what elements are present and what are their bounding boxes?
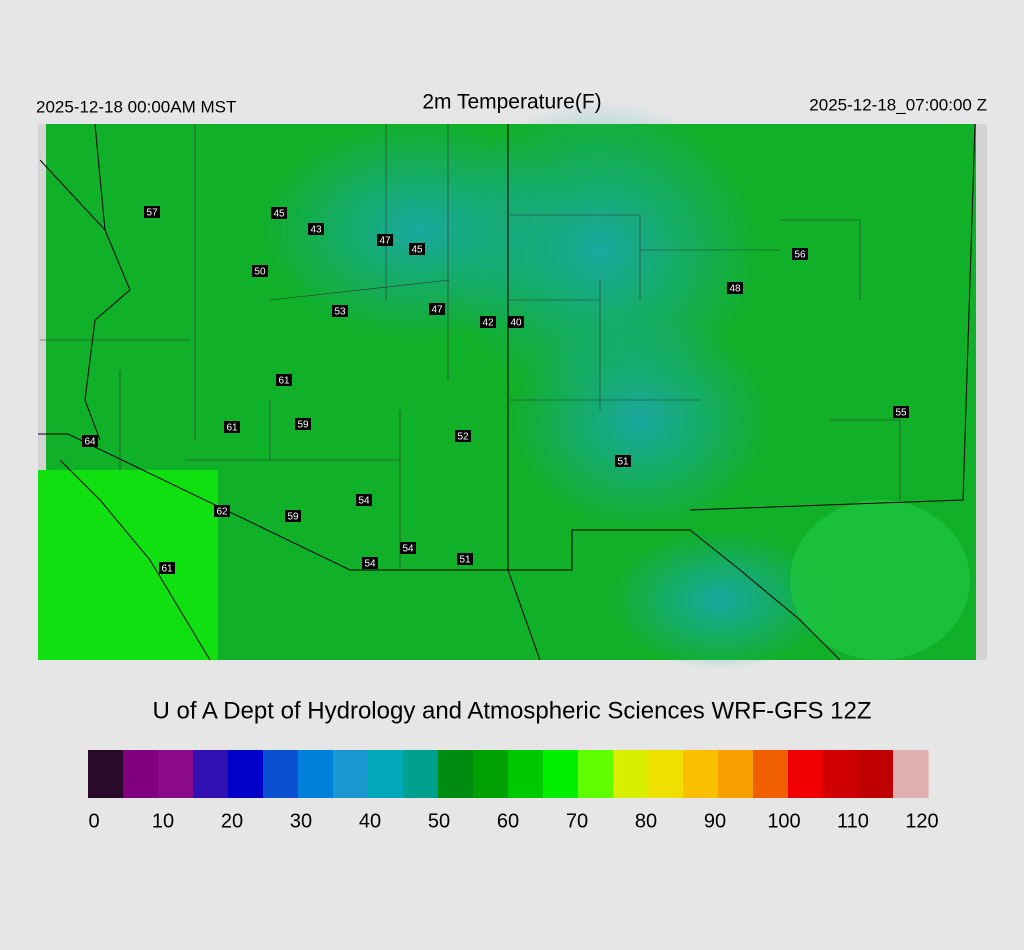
station-value: 56: [794, 250, 806, 261]
station-value: 61: [278, 376, 290, 387]
color-segment: [718, 750, 754, 798]
color-segment: [333, 750, 369, 798]
colorbar-tick: 70: [566, 810, 588, 832]
station-value: 61: [226, 423, 238, 434]
station-value: 47: [431, 305, 443, 316]
colorbar-tick: 90: [704, 810, 726, 832]
station-value: 53: [334, 307, 346, 318]
label-box: [214, 505, 230, 517]
label-box: [362, 557, 378, 569]
color-segment: [543, 750, 579, 798]
color-segment: [823, 750, 859, 798]
color-segment: [438, 750, 474, 798]
color-segment: [893, 750, 929, 798]
station-value: 57: [146, 208, 158, 219]
station-value: 47: [379, 236, 391, 247]
color-segment: [193, 750, 229, 798]
label-box: [252, 265, 268, 277]
station-value: 59: [287, 512, 299, 523]
label-box: [159, 562, 175, 574]
label-box: [480, 316, 496, 328]
label-box: [285, 510, 301, 522]
color-segment: [298, 750, 334, 798]
station-value: 64: [84, 437, 96, 448]
colorbar-tick: 30: [290, 810, 312, 832]
station-value: 42: [482, 318, 494, 329]
label-box: [457, 553, 473, 565]
color-segment: [403, 750, 439, 798]
label-box: [377, 234, 393, 246]
color-segment: [88, 750, 124, 798]
label-box: [455, 430, 471, 442]
label-box: [82, 435, 98, 447]
color-segment: [508, 750, 544, 798]
colorbar-tick: 120: [905, 810, 938, 832]
station-labels: 57 45 43 47 45 50 53 47 42 40 56 48 61 61 59 64 52 51 55 54…: [82, 206, 909, 575]
colorbar-tick: 80: [635, 810, 657, 832]
label-box: [893, 406, 909, 418]
color-segment: [228, 750, 264, 798]
color-segment: [578, 750, 614, 798]
color-segment: [753, 750, 789, 798]
station-value: 61: [161, 564, 173, 575]
color-segment: [648, 750, 684, 798]
label-box: [727, 282, 743, 294]
station-value: 51: [459, 555, 471, 566]
color-segment: [683, 750, 719, 798]
label-box: [308, 223, 324, 235]
station-value: 54: [358, 496, 370, 507]
label-box: [144, 206, 160, 218]
color-segment: [368, 750, 404, 798]
station-value: 54: [364, 559, 376, 570]
colorbar-tick: 100: [767, 810, 800, 832]
label-box: [224, 421, 240, 433]
station-value: 62: [216, 507, 228, 518]
label-box: [332, 305, 348, 317]
station-value: 48: [729, 284, 741, 295]
map-title: 2m Temperature(F): [422, 91, 601, 114]
map: [38, 100, 987, 670]
label-box: [295, 418, 311, 430]
label-box: [615, 455, 631, 467]
station-value: 55: [895, 408, 907, 419]
colorbar-tick: 110: [837, 810, 869, 832]
label-box: [276, 374, 292, 386]
station-value: 50: [254, 267, 266, 278]
label-box: [508, 316, 524, 328]
color-segment: [788, 750, 824, 798]
label-box: [429, 303, 445, 315]
station-value: 40: [510, 318, 522, 329]
colorbar-tick: 60: [497, 810, 519, 832]
label-box: [356, 494, 372, 506]
station-value: 59: [297, 420, 309, 431]
label-box: [400, 542, 416, 554]
credit: U of A Dept of Hydrology and Atmospheric…: [153, 697, 872, 724]
station-value: 54: [402, 544, 414, 555]
color-segment: [123, 750, 159, 798]
colorbar: 0 10 20 30 40 50 60 70 80 90 100 110 120: [88, 750, 939, 832]
colorbar-tick: 10: [152, 810, 174, 832]
color-segment: [613, 750, 649, 798]
label-box: [271, 207, 287, 219]
station-value: 43: [310, 225, 322, 236]
color-segment: [473, 750, 509, 798]
colorbar-tick: 50: [428, 810, 450, 832]
station-value: 51: [617, 457, 629, 468]
colorbar-tick: 40: [359, 810, 381, 832]
valid-time: 2025-12-18_07:00:00 Z: [809, 95, 987, 114]
label-box: [792, 248, 808, 260]
label-box: [409, 243, 425, 255]
station-value: 45: [411, 245, 423, 256]
station-value: 52: [457, 432, 469, 443]
color-segment: [858, 750, 894, 798]
colorbar-tick: 0: [88, 810, 99, 832]
run-time: 2025-12-18 00:00AM MST: [36, 97, 236, 116]
color-segment: [263, 750, 299, 798]
color-segment: [158, 750, 194, 798]
colorbar-tick: 20: [221, 810, 243, 832]
station-value: 45: [273, 209, 285, 220]
